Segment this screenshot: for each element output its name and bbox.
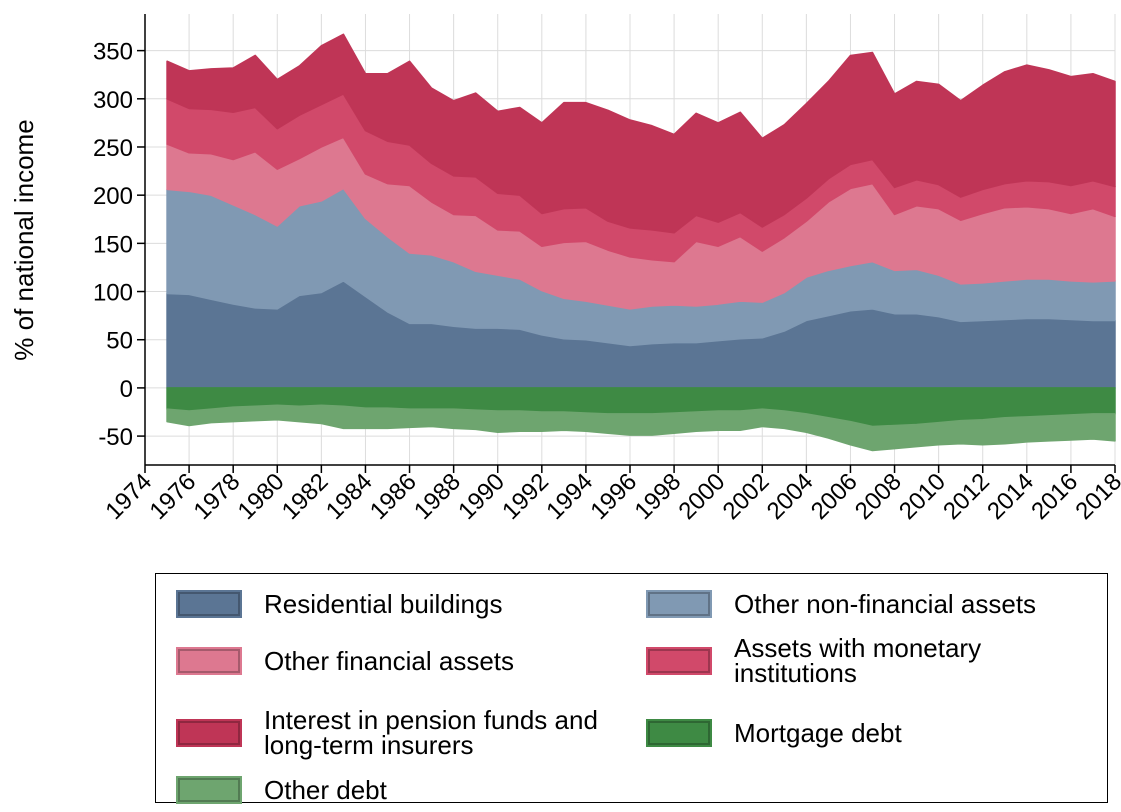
y-tick-label: 0 [120,376,133,403]
x-tick-label: 1994 [541,468,598,525]
legend-swatch [176,719,242,747]
legend-label: Residential buildings [264,588,503,619]
legend-item: Other non-financial assets [646,590,1084,618]
legend-label: Assets with monetary institutions [734,633,982,688]
legend-label: Mortgage debt [734,717,902,748]
x-tick-label: 2012 [938,468,995,525]
y-tick-label: 150 [93,231,133,258]
y-tick-label: 250 [93,135,133,162]
x-tick-label: 1980 [233,468,290,525]
legend-swatch [646,719,712,747]
y-tick-label: -50 [98,424,133,451]
x-tick-label: 2008 [850,468,907,525]
x-tick-label: 2006 [806,468,863,525]
legend-swatch [176,590,242,618]
area [166,404,1116,452]
legend-swatch [646,590,712,618]
x-tick-label: 1976 [144,468,201,525]
y-tick-label: 350 [93,39,133,66]
x-tick-label: 1986 [365,468,422,525]
x-tick-label: 1996 [585,468,642,525]
legend-item: Assets with monetary institutions [646,633,1084,688]
legend-swatch [176,647,242,675]
x-tick-label: 1984 [321,468,378,525]
x-tick-label: 2000 [674,468,731,525]
legend-item: Other debt [176,776,614,804]
x-tick-label: 2018 [1070,468,1121,525]
y-tick-label: 100 [93,280,133,307]
legend-label: Other financial assets [264,645,515,676]
x-tick-label: 2014 [982,468,1039,525]
legend-label: Interest in pension funds and long-term … [264,705,598,760]
x-tick-label: 1978 [189,468,246,525]
x-tick-label: 1982 [277,468,334,525]
legend: Residential buildings Other non-financial… [155,573,1108,804]
x-tick-label: 2002 [718,468,775,525]
legend-item: Interest in pension funds and long-term … [176,705,614,760]
chart: % of national income -50 0 50 100 150 200 250 3… [9,14,1121,525]
y-tick-label: 300 [93,87,133,114]
legend-swatch [646,647,712,675]
area [166,33,1116,234]
legend-item: Residential buildings [176,590,614,618]
x-tick-label: 1988 [409,468,466,525]
x-tick-label: 2004 [762,468,819,525]
legend-item: Other financial assets [176,647,614,675]
legend-item: Mortgage debt [646,719,1084,747]
x-tick-label: 1992 [497,468,554,525]
y-tick-label: 200 [93,183,133,210]
x-tick-label: 1990 [453,468,510,525]
y-axis-title: % of national income [9,119,39,360]
legend-swatch [176,776,242,804]
legend-label: Other non-financial assets [734,588,1037,619]
x-tick-label: 2010 [894,468,951,525]
x-tick-label: 1998 [629,468,686,525]
x-tick-label: 1974 [100,468,157,525]
x-tick-label: 2016 [1026,468,1083,525]
legend-label: Other debt [264,774,387,805]
y-tick-label: 50 [106,328,133,355]
